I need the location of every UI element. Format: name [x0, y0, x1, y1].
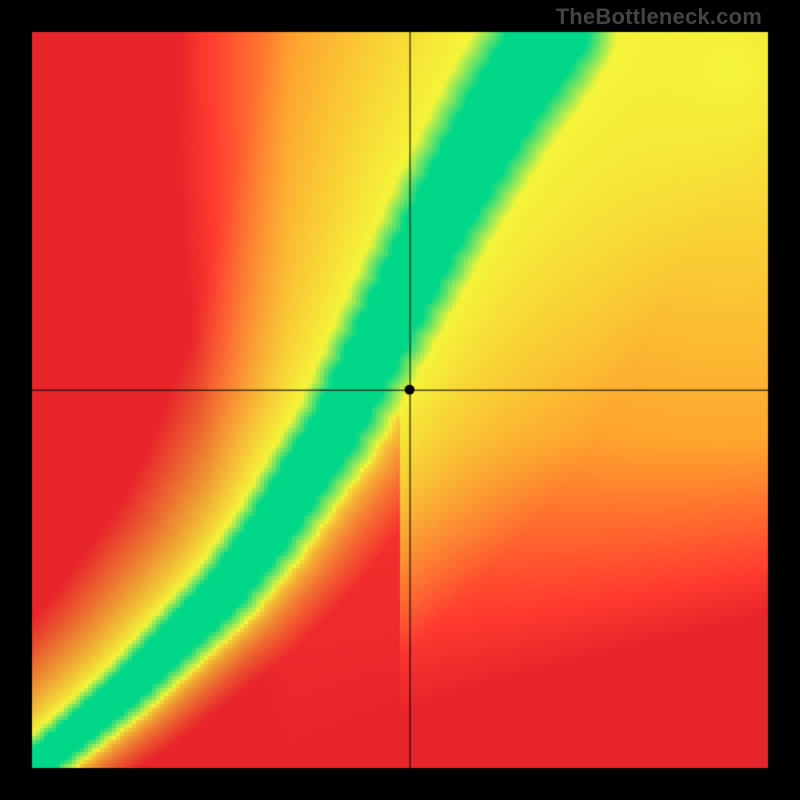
- chart-root: TheBottleneck.com: [0, 0, 800, 800]
- watermark: TheBottleneck.com: [556, 4, 762, 30]
- heatmap-canvas: [0, 0, 800, 800]
